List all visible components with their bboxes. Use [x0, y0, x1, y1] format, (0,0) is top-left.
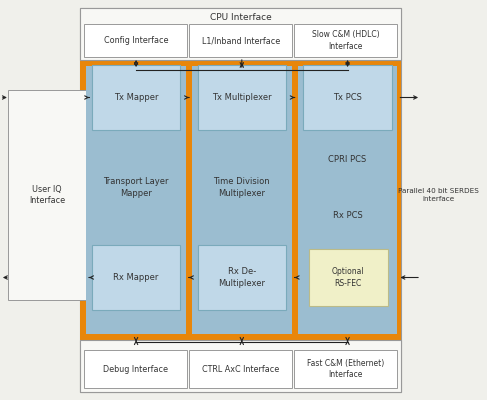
Bar — [80, 340, 401, 392]
Text: Fast C&M (Ethernet)
Interface: Fast C&M (Ethernet) Interface — [307, 359, 385, 379]
Bar — [298, 66, 397, 334]
Text: CPU Interface: CPU Interface — [210, 12, 272, 22]
Text: Rx PCS: Rx PCS — [333, 210, 362, 220]
Bar — [84, 350, 187, 388]
Text: Rx De-
Multiplexer: Rx De- Multiplexer — [218, 268, 265, 288]
Bar — [8, 90, 86, 300]
Text: Tx Multiplexer: Tx Multiplexer — [212, 93, 272, 102]
Bar — [294, 24, 397, 57]
Text: Debug Interface: Debug Interface — [103, 364, 169, 374]
Bar — [198, 245, 286, 310]
Bar — [309, 249, 388, 306]
Bar — [189, 24, 292, 57]
Text: Transport Layer
Mapper: Transport Layer Mapper — [103, 178, 169, 198]
Text: Optional
RS-FEC: Optional RS-FEC — [331, 268, 364, 288]
Bar — [192, 66, 292, 334]
Text: Tx PCS: Tx PCS — [333, 93, 362, 102]
Text: CPRI PCS: CPRI PCS — [328, 156, 367, 164]
Bar — [189, 350, 292, 388]
Bar — [198, 65, 286, 130]
Text: Parallel 40 bit SERDES
interface: Parallel 40 bit SERDES interface — [398, 188, 479, 202]
Bar — [92, 245, 180, 310]
Text: CTRL AxC Interface: CTRL AxC Interface — [202, 364, 280, 374]
Bar — [303, 65, 392, 130]
Bar — [294, 350, 397, 388]
Text: User IQ
Interface: User IQ Interface — [29, 185, 65, 205]
Text: Config Interface: Config Interface — [104, 36, 168, 45]
Text: Rx Mapper: Rx Mapper — [113, 273, 159, 282]
Bar — [86, 66, 186, 334]
Text: Time Division
Multiplexer: Time Division Multiplexer — [213, 178, 270, 198]
Bar — [84, 24, 187, 57]
Text: Tx Mapper: Tx Mapper — [114, 93, 158, 102]
Bar — [80, 8, 401, 392]
Bar — [92, 65, 180, 130]
Text: Slow C&M (HDLC)
Interface: Slow C&M (HDLC) Interface — [312, 30, 380, 50]
Bar — [80, 8, 401, 60]
Bar — [80, 60, 401, 340]
Text: L1/Inband Interface: L1/Inband Interface — [202, 36, 280, 45]
